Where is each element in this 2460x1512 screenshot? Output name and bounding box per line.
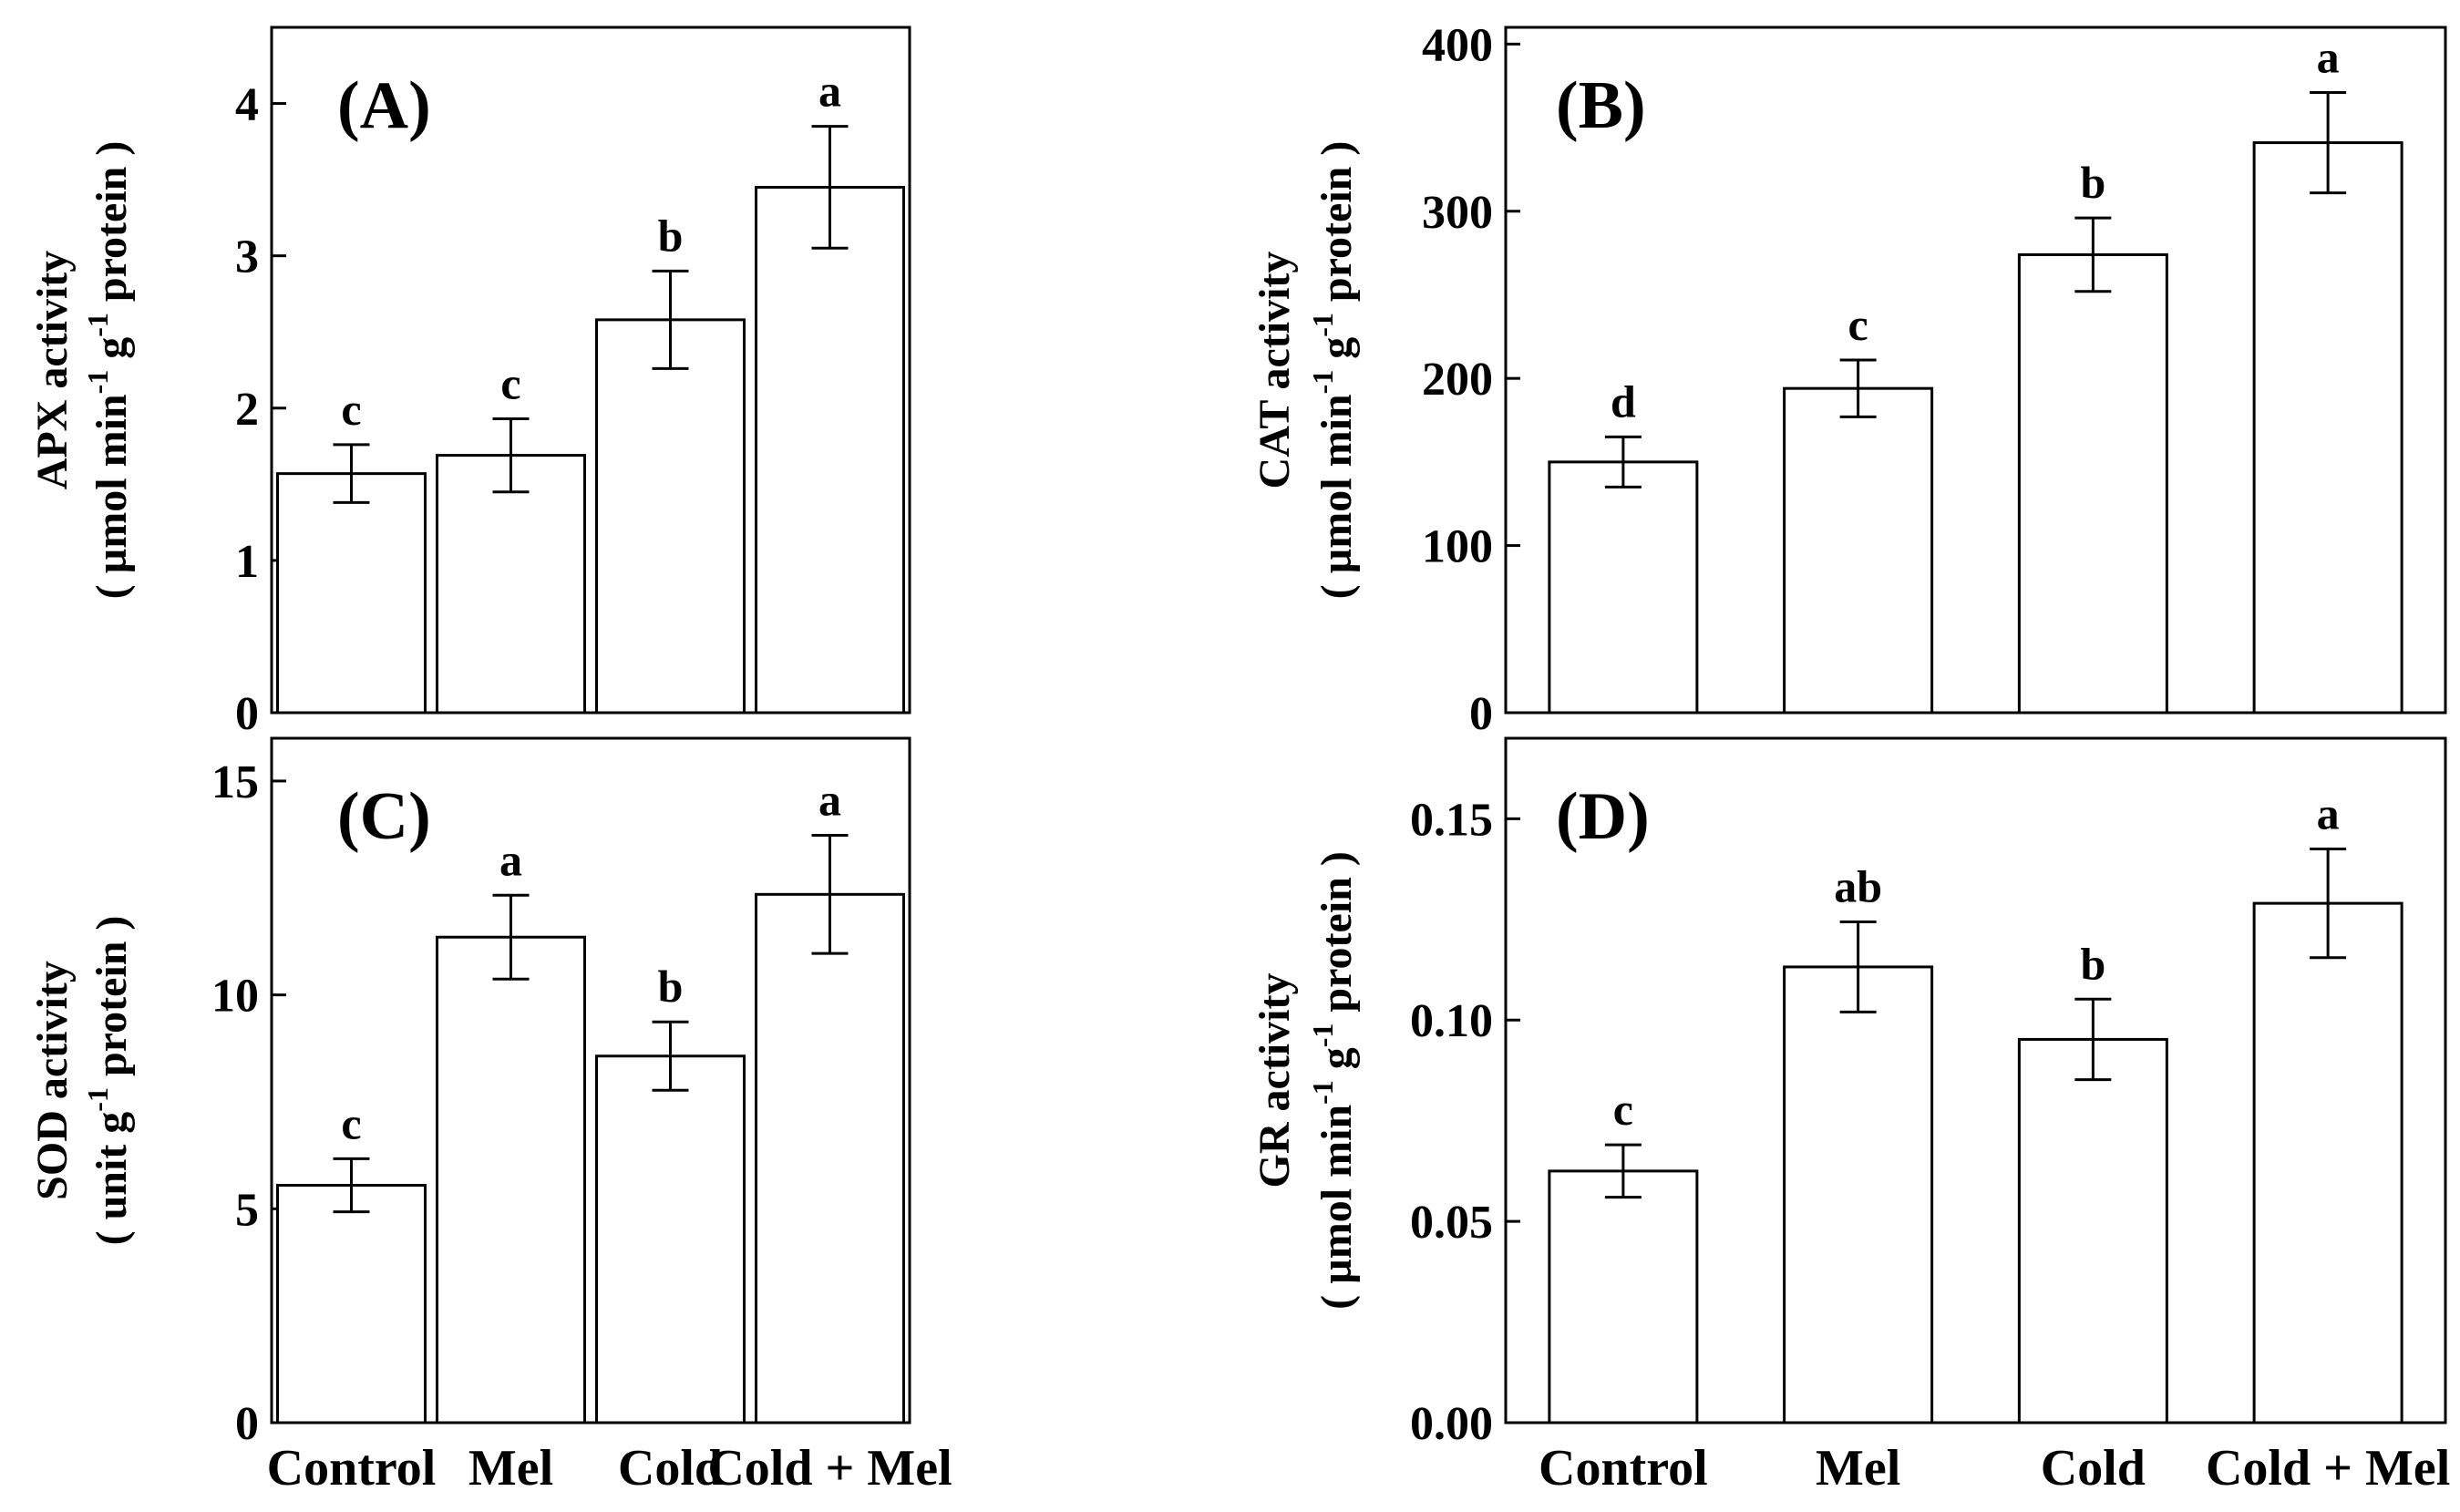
unit-exponent: -1: [81, 370, 114, 395]
y-tick-label: 0.10: [1410, 995, 1493, 1047]
x-category-label: Control: [1539, 1440, 1708, 1497]
panel-label: (D): [1556, 779, 1650, 854]
y-tick-label: 5: [235, 1184, 259, 1236]
significance-letter: ab: [1834, 860, 1882, 911]
y-tick-label: 0.15: [1410, 794, 1493, 846]
y-tick-label: 15: [211, 756, 259, 808]
y-axis-title: CAT activity: [1251, 252, 1299, 489]
bar-mel: [1783, 965, 1934, 1425]
significance-letter: c: [341, 384, 361, 435]
significance-letter: c: [341, 1097, 361, 1148]
panel-c: 0 5 10 15 c a b a (C) SOD activity( unit g-1 prot…: [28, 736, 952, 1497]
unit-exponent: -1: [1306, 313, 1339, 337]
significance-letter: a: [818, 775, 841, 826]
bar-cold-mel: [755, 892, 905, 1425]
bar-cold: [595, 1054, 746, 1425]
bar-cold: [2017, 252, 2168, 715]
y-tick-label: 0: [235, 1398, 259, 1450]
bar-mel: [436, 935, 586, 1425]
y-tick-label: 0.00: [1410, 1398, 1493, 1450]
bar-cold: [595, 318, 746, 715]
unit-text: ( µmol min: [87, 394, 136, 599]
y-axis-unit: ( µmol min-1 g-1 protein ): [81, 141, 136, 600]
unit-exponent: -1: [1306, 370, 1339, 395]
unit-text: protein ): [1312, 851, 1361, 1023]
x-category-label: Cold + Mel: [2206, 1440, 2450, 1497]
plot-frame: [1504, 736, 2447, 1425]
significance-letter: a: [2317, 787, 2340, 838]
significance-letter: a: [2317, 32, 2340, 83]
unit-exponent: -1: [81, 313, 114, 337]
y-axis-unit: ( µmol min-1 g-1 protein ): [1306, 141, 1361, 600]
y-tick-label: 2: [235, 384, 259, 436]
x-category-label: Cold: [2041, 1440, 2146, 1497]
x-category-label: Mel: [1816, 1440, 1900, 1497]
unit-text: g: [1312, 1047, 1361, 1080]
x-category-label: Cold: [618, 1440, 723, 1497]
significance-letter: d: [1611, 375, 1636, 427]
panel-label: (B): [1556, 68, 1646, 143]
unit-text: ( µmol min: [1312, 394, 1361, 599]
bar-control: [1548, 460, 1699, 715]
panel-label: (C): [337, 779, 431, 854]
significance-letter: b: [658, 210, 684, 261]
plot-frame: [1504, 26, 2447, 715]
panel-label: (A): [337, 68, 431, 143]
bar-mel: [1783, 386, 1934, 715]
y-axis-title: GR activity: [1251, 973, 1299, 1188]
significance-letter: c: [1613, 1084, 1633, 1135]
y-axis-unit: ( unit g-1 protein ): [81, 916, 136, 1246]
bar-cold-mel: [2252, 901, 2403, 1425]
y-tick-label: 1: [235, 536, 259, 588]
y-tick-label: 400: [1422, 19, 1493, 71]
significance-letter: c: [1848, 299, 1868, 350]
unit-exponent: -1: [1306, 1023, 1339, 1048]
unit-exponent: -1: [81, 1087, 114, 1112]
significance-letter: b: [2080, 938, 2105, 989]
x-category-label: Mel: [468, 1440, 553, 1497]
y-axis-title: SOD activity: [28, 961, 77, 1200]
y-tick-label: 0: [235, 688, 259, 740]
significance-letter: b: [658, 961, 684, 1012]
y-tick-label: 0: [1469, 688, 1493, 740]
y-tick-label: 4: [235, 79, 259, 131]
unit-text: ( µmol min: [1312, 1105, 1361, 1310]
bar-cold-mel: [755, 185, 905, 715]
x-category-label: Control: [267, 1440, 437, 1497]
bar-mel: [436, 454, 586, 715]
significance-letter: a: [499, 834, 522, 885]
x-category-label: Cold + Mel: [707, 1440, 952, 1497]
significance-letter: a: [818, 66, 841, 117]
plot-frame: [270, 26, 911, 715]
y-tick-label: 200: [1422, 354, 1493, 406]
significance-letter: b: [2080, 157, 2105, 208]
unit-text: protein ): [1312, 141, 1361, 313]
plot-frame: [270, 736, 911, 1425]
y-axis-title: APX activity: [28, 251, 77, 490]
bar-cold: [2017, 1037, 2168, 1425]
bar-control: [276, 472, 427, 715]
bar-control: [276, 1183, 427, 1425]
unit-text: g: [87, 337, 136, 370]
bar-cold-mel: [2252, 141, 2403, 715]
y-tick-label: 100: [1422, 521, 1493, 573]
y-tick-label: 300: [1422, 187, 1493, 239]
y-tick-label: 3: [235, 231, 259, 283]
y-tick-label: 0.05: [1410, 1197, 1493, 1249]
y-axis-unit: ( µmol min-1 g-1 protein ): [1306, 851, 1361, 1310]
unit-text: g: [1312, 337, 1361, 370]
unit-text: protein ): [87, 141, 136, 313]
unit-text: ( unit g: [87, 1112, 136, 1246]
significance-letter: c: [500, 357, 520, 408]
unit-text: protein ): [87, 916, 136, 1087]
y-tick-label: 10: [211, 971, 259, 1023]
bar-control: [1548, 1169, 1699, 1425]
unit-exponent: -1: [1306, 1080, 1339, 1105]
